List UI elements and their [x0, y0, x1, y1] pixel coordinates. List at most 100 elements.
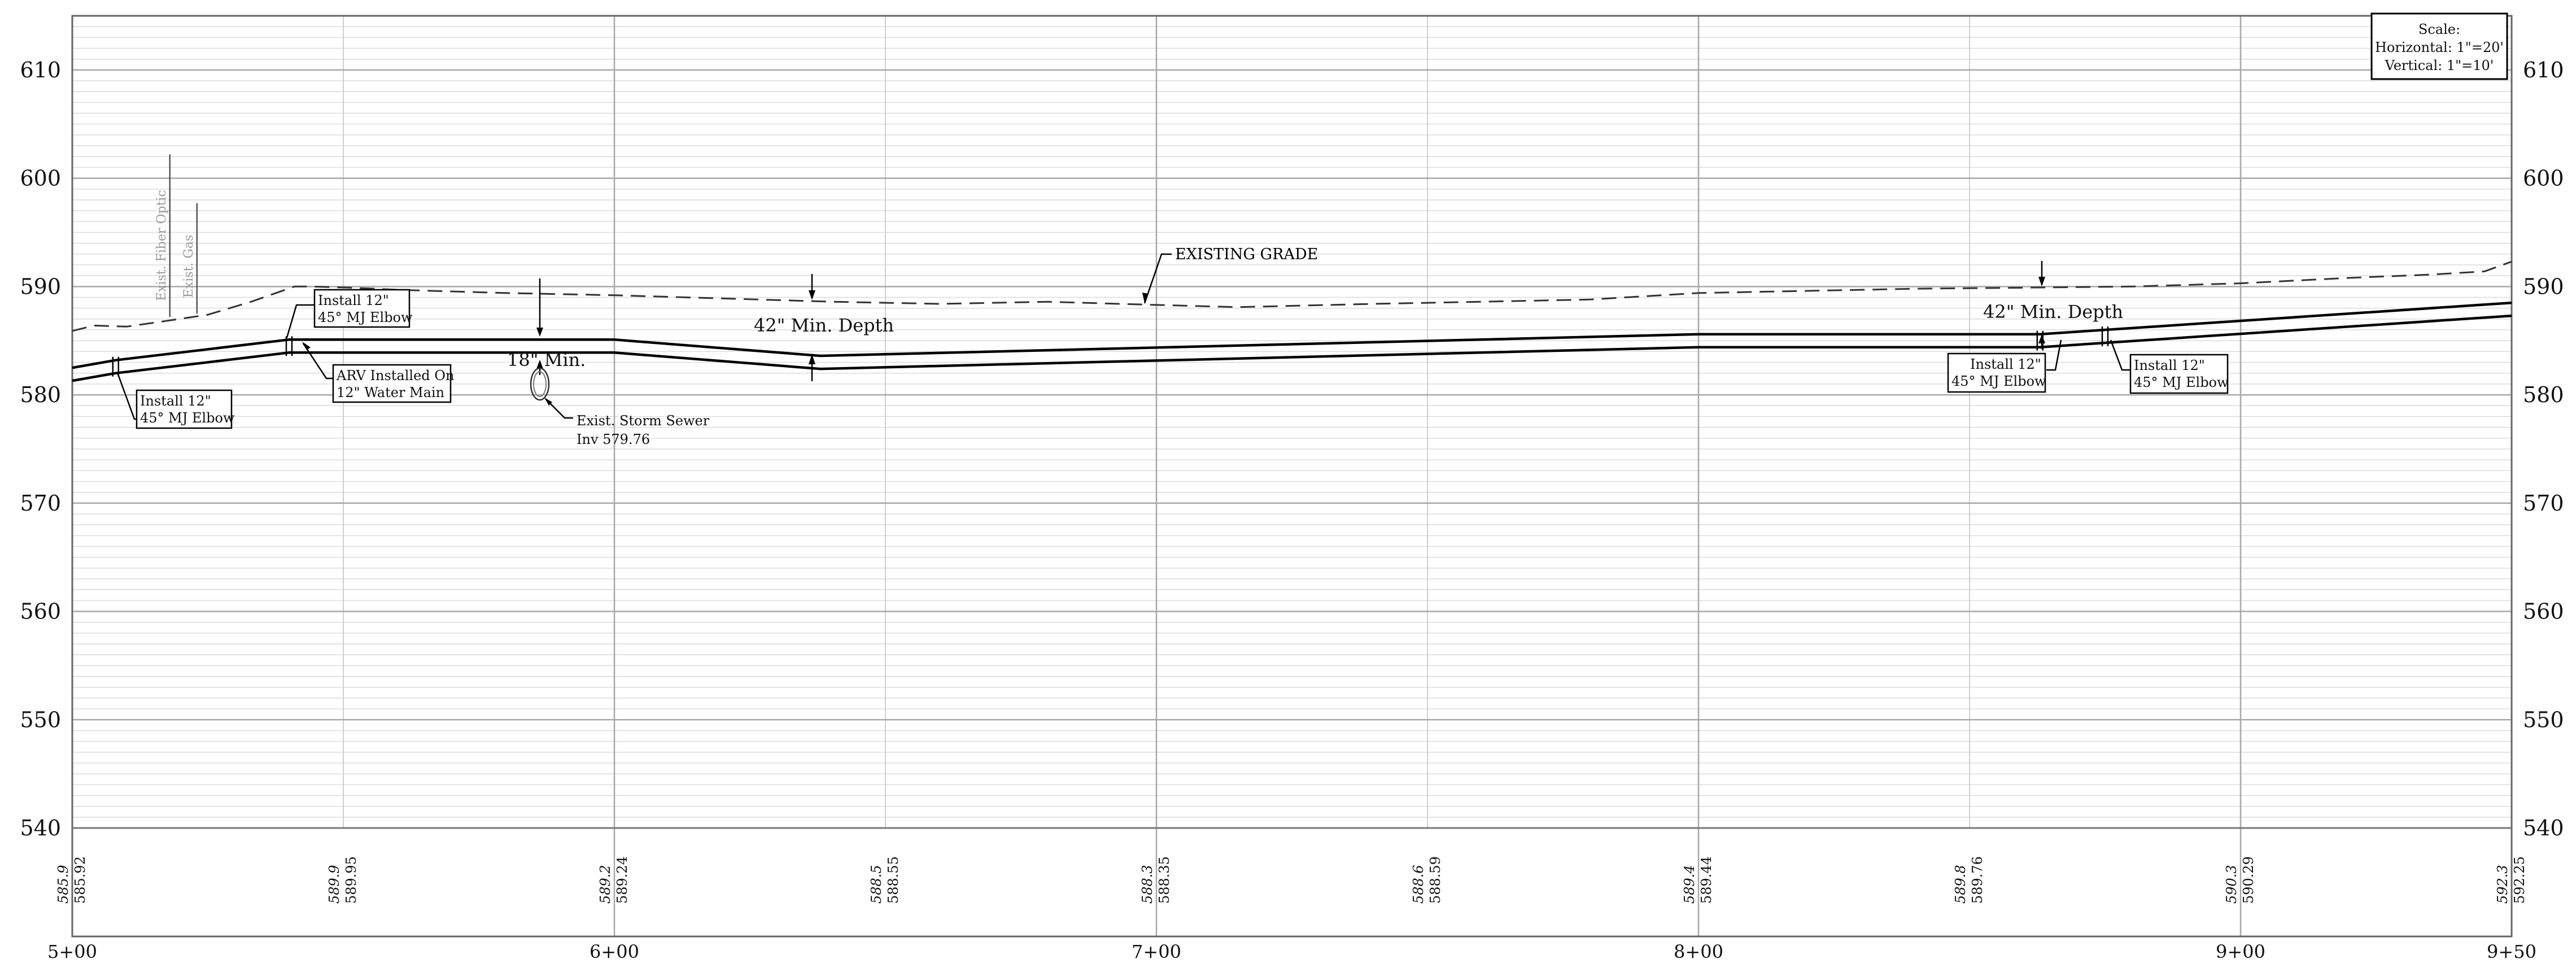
elbow-1-box — [136, 389, 233, 429]
existing-grade-leader — [1143, 253, 1172, 304]
station-label: 6+00 — [590, 941, 639, 962]
elevation-label-left: 580 — [20, 382, 61, 407]
min-depth-right-arrow-bottom — [2038, 334, 2045, 343]
proposed-grade-value: 589.44 — [1699, 856, 1714, 904]
storm-sewer-inner — [533, 371, 547, 397]
proposed-grade-value: 588.35 — [1156, 856, 1172, 904]
elbow-4-line2: 45° MJ Elbow — [2134, 374, 2229, 390]
existing-grade-value: 589.2 — [597, 865, 613, 904]
elbow-3-line2: 45° MJ Elbow — [1951, 373, 2046, 389]
elevation-label-right: 580 — [2523, 382, 2564, 407]
existing-grade-value: 590.3 — [2224, 865, 2239, 904]
arv-line2: 12" Water Main — [337, 385, 444, 400]
elbow-3-line1: Install 12" — [1970, 356, 2041, 372]
scale-horizontal: Horizontal: 1"=20' — [2375, 40, 2504, 55]
elevation-label-right: 610 — [2523, 58, 2564, 82]
elevation-label-left: 600 — [20, 166, 61, 191]
storm-sewer-leader — [545, 398, 573, 419]
proposed-grade-value: 588.55 — [885, 856, 901, 904]
elbow-2-leader — [286, 304, 315, 338]
proposed-grade-value: 588.59 — [1427, 856, 1443, 904]
proposed-grade-value: 590.29 — [2241, 856, 2256, 904]
existing-grade-value: 588.5 — [868, 865, 884, 904]
elbow-4-box — [2129, 354, 2229, 394]
clearance-arrow-top — [536, 328, 543, 337]
existing-grade-value: 589.9 — [326, 865, 342, 904]
water-main-top-line — [72, 301, 2512, 369]
elbow-1-line1: Install 12" — [140, 393, 211, 409]
arv-box — [332, 364, 452, 403]
scale-box — [2370, 12, 2508, 80]
proposed-grade-value: 592.25 — [2512, 856, 2527, 904]
elevation-label-right: 570 — [2523, 491, 2564, 516]
station-label: 9+50 — [2487, 941, 2536, 962]
clearance-label: 18" Min. — [507, 349, 586, 371]
elevation-label-right: 590 — [2523, 274, 2564, 299]
profile-frame — [71, 15, 2513, 938]
min-depth-left-arrow-bottom — [809, 354, 815, 364]
station-label: 8+00 — [1674, 941, 1723, 962]
elbow-3-leader — [2046, 339, 2062, 371]
elevation-label-left: 590 — [20, 274, 61, 299]
scale-title: Scale: — [2418, 21, 2460, 37]
elevation-labels: 540 540 550 550 560 560 570 570 580 580 590 590 600 6… — [20, 58, 2564, 840]
existing-grade-value: 588.3 — [1139, 865, 1155, 904]
elbow-2-line1: Install 12" — [318, 293, 389, 308]
proposed-grade-value: 589.76 — [1970, 856, 1985, 904]
elevation-label-right: 600 — [2523, 166, 2564, 191]
proposed-grade-value: 589.95 — [343, 856, 359, 904]
elbow-1-leader — [116, 372, 137, 420]
water-main-bottom-line — [72, 314, 2512, 382]
arv-arrow — [302, 342, 311, 350]
elevation-label-right: 540 — [2523, 816, 2564, 840]
storm-sewer-outer — [530, 367, 550, 401]
elbow-4-leader — [2110, 339, 2130, 371]
existing-grade-arrow — [1142, 293, 1148, 303]
min-depth-right-arrow-top — [2038, 277, 2045, 286]
station-label: 7+00 — [1132, 941, 1181, 962]
min-depth-right-label: 42" Min. Depth — [1983, 301, 2123, 323]
arv-leader — [302, 343, 333, 380]
elbow-2-box — [313, 289, 411, 328]
existing-grade-value: 592.3 — [2495, 865, 2510, 904]
pipe-fittings — [112, 326, 2109, 377]
min-depth-left-label: 42" Min. Depth — [754, 315, 894, 336]
proposed-grade-value: 589.24 — [614, 856, 630, 904]
existing-grade-value: 588.6 — [1411, 865, 1426, 904]
elevation-label-right: 550 — [2523, 707, 2564, 732]
gas-label: Exist. Gas — [182, 235, 196, 298]
fiber-optic-label: Exist. Fiber Optic — [155, 190, 169, 301]
elevation-label-right: 560 — [2523, 599, 2564, 624]
existing-grade-value: 585.9 — [55, 865, 71, 904]
storm-sewer-label-line2: Inv 579.76 — [577, 432, 650, 447]
clearance-arrow-bottom — [536, 360, 543, 369]
existing-grade-label: EXISTING GRADE — [1175, 246, 1318, 263]
elbow-1-line2: 45° MJ Elbow — [140, 410, 235, 426]
station-label: 5+00 — [47, 941, 97, 962]
elbow-2-line2: 45° MJ Elbow — [318, 310, 413, 325]
existing-grade-value: 589.4 — [1682, 865, 1697, 904]
elbow-3-box — [1947, 352, 2046, 393]
station-label: 9+00 — [2216, 941, 2265, 962]
proposed-grade-value: 585.92 — [72, 856, 88, 904]
elevation-label-left: 540 — [20, 816, 61, 840]
min-depth-left-arrow-top — [809, 290, 815, 300]
elbow-4-line1: Install 12" — [2134, 358, 2205, 373]
scale-block: Scale: Horizontal: 1"=20' Vertical: 1"=1… — [2370, 12, 2508, 80]
arv-line1: ARV Installed On — [336, 368, 454, 384]
elevation-label-left: 560 — [20, 599, 61, 624]
minor-grid — [72, 16, 2512, 828]
elevation-label-left: 610 — [20, 58, 61, 82]
existing-grade-value: 589.8 — [1953, 865, 1968, 904]
station-labels: 5+00 6+00 7+00 8+00 9+00 9+50 — [47, 941, 2536, 962]
storm-sewer-label-line1: Exist. Storm Sewer — [577, 413, 710, 429]
grade-readouts: 585.9 585.92 589.9 589.95 589.2 589.24 588.5 58… — [55, 856, 2527, 904]
annotations: EXISTING GRADE 42" Min. Depth 42" Min. D… — [116, 246, 2229, 447]
elevation-label-left: 570 — [20, 491, 61, 516]
existing-grade-line — [72, 260, 2512, 332]
scale-vertical: Vertical: 1"=10' — [2385, 58, 2494, 73]
storm-sewer-arrow — [544, 398, 552, 406]
elevation-label-left: 550 — [20, 707, 61, 732]
existing-utilities: Exist. Fiber Optic Exist. Gas — [155, 154, 198, 317]
